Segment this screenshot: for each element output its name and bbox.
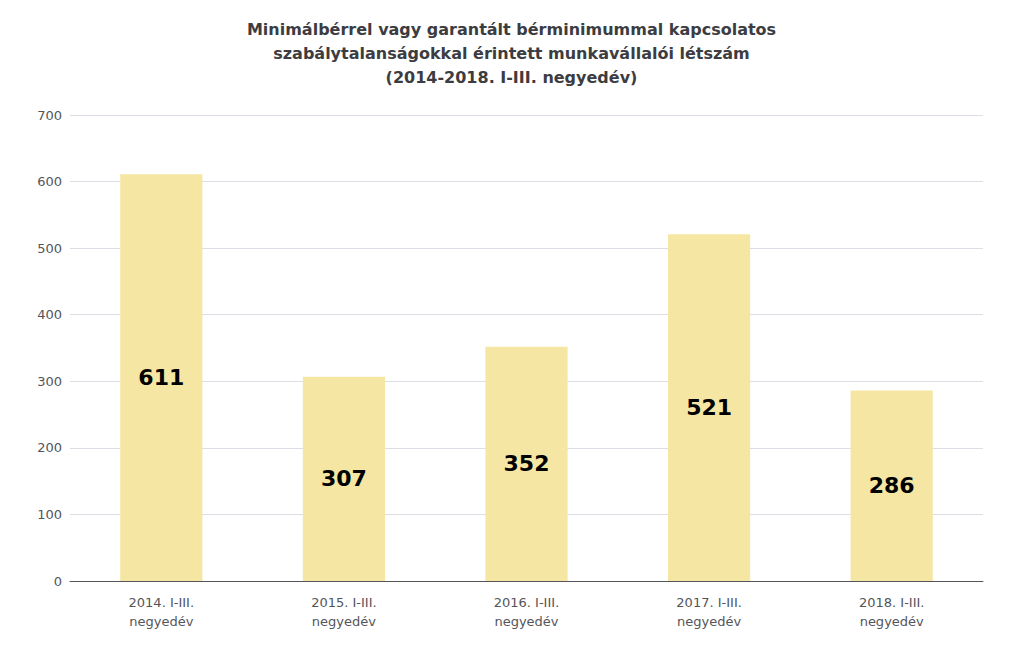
- svg-text:Minimálbérrel vagy garantált b: Minimálbérrel vagy garantált bérminimumm…: [247, 20, 776, 39]
- svg-text:2017. I-III.: 2017. I-III.: [676, 595, 742, 610]
- svg-text:negyedév: negyedév: [312, 614, 376, 629]
- svg-text:400: 400: [37, 307, 62, 322]
- svg-text:negyedév: negyedév: [860, 614, 924, 629]
- svg-text:352: 352: [504, 451, 550, 476]
- svg-text:300: 300: [37, 374, 62, 389]
- svg-text:200: 200: [37, 440, 62, 455]
- svg-text:2014. I-III.: 2014. I-III.: [129, 595, 195, 610]
- svg-text:307: 307: [321, 466, 367, 491]
- svg-text:(2014-2018. I-III. negyedév): (2014-2018. I-III. negyedév): [386, 68, 638, 87]
- svg-text:700: 700: [37, 108, 62, 123]
- svg-text:negyedév: negyedév: [129, 614, 193, 629]
- svg-text:2015. I-III.: 2015. I-III.: [311, 595, 377, 610]
- svg-text:521: 521: [686, 395, 732, 420]
- svg-text:600: 600: [37, 174, 62, 189]
- svg-text:611: 611: [138, 365, 184, 390]
- svg-text:2018. I-III.: 2018. I-III.: [859, 595, 925, 610]
- svg-text:100: 100: [37, 507, 62, 522]
- svg-text:500: 500: [37, 241, 62, 256]
- svg-text:286: 286: [869, 473, 915, 498]
- svg-text:szabálytalanságokkal érintett: szabálytalanságokkal érintett munkaválla…: [273, 44, 750, 63]
- svg-text:0: 0: [54, 574, 62, 589]
- svg-text:negyedév: negyedév: [494, 614, 558, 629]
- svg-text:negyedév: negyedév: [677, 614, 741, 629]
- svg-text:2016. I-III.: 2016. I-III.: [494, 595, 560, 610]
